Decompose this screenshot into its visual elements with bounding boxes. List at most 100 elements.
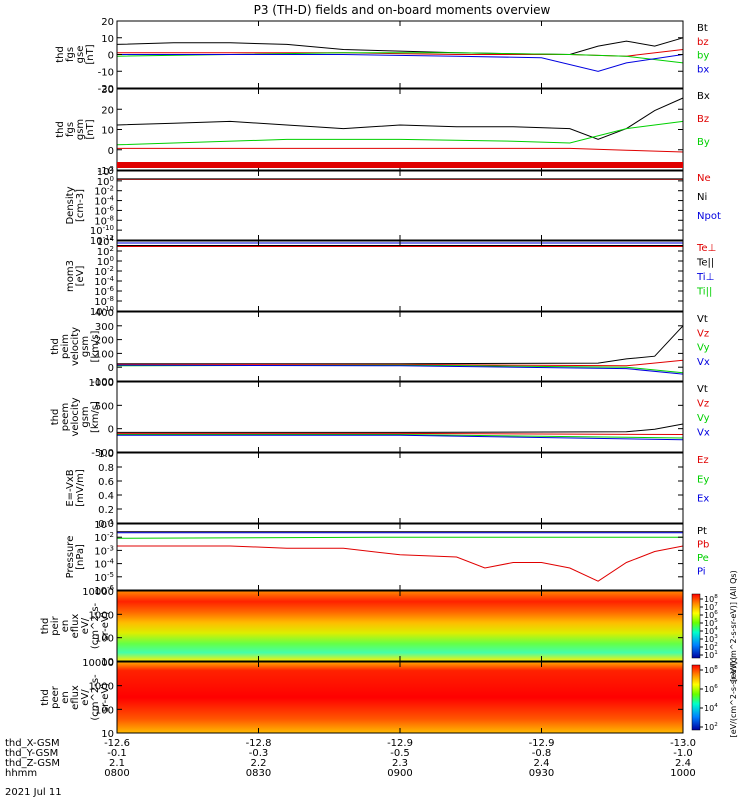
y-axis-label: thd (40, 618, 51, 635)
colorbar-tick-label: 107 (704, 602, 718, 612)
series-Bz (117, 147, 684, 153)
y-tick-label: 500 (95, 401, 114, 412)
legend-Ne: Ne (697, 173, 711, 184)
panel-frame (116, 311, 684, 382)
y-tick-label: 0 (108, 425, 114, 436)
panel-peem_velocity: Vt Vz Vy Vx 1000 500 0 -500 thd peem velocity gsm [k… (50, 378, 710, 459)
y-tick-label: 20 (101, 17, 114, 28)
y-tick-label: 0.2 (98, 505, 114, 516)
y-tick-label: 1000 (89, 682, 114, 693)
panel-frame (116, 170, 684, 241)
panel-frame (116, 381, 684, 453)
y-axis-label: Density (65, 186, 76, 224)
x-tick-label: -12.8 (246, 738, 272, 749)
legend-Vz: Vz (697, 328, 709, 339)
legend-Pe: Pe (697, 553, 709, 564)
y-axis-label: [nT] (85, 119, 96, 139)
y-tick-label: 10-8 (94, 295, 114, 308)
spectrogram-image (117, 591, 683, 661)
y-axis-label: [mV/m] (75, 469, 86, 507)
y-tick-label: 10 (101, 657, 114, 668)
y-axis-label: thd (50, 338, 61, 355)
y-tick-label: -20 (98, 84, 114, 95)
y-axis-label: (cm^2-s- (90, 674, 101, 721)
legend-bz: bz (697, 37, 709, 48)
x-tick-label: -0.1 (107, 748, 127, 759)
y-tick-label: 10-2 (94, 265, 114, 278)
y-axis-label: [nT] (85, 44, 96, 64)
y-axis-label: [km/s] (90, 401, 101, 433)
y-tick-label: 102 (97, 165, 114, 178)
colorbar-tick-label: 105 (704, 618, 718, 628)
y-tick-label: 100 (95, 634, 114, 645)
legend-Ni: Ni (697, 192, 707, 203)
y-axis-label: mom3 (65, 260, 76, 292)
series-Bx (116, 97, 684, 140)
series-Vx (116, 364, 684, 375)
x-tick-label: 2.3 (392, 758, 408, 769)
colorbar-tick-label: 101 (704, 650, 718, 660)
date-label: 2021 Jul 11 (5, 787, 62, 798)
y-axis-label: gsm (80, 336, 91, 357)
y-tick-label: 0.0 (98, 519, 114, 530)
y-tick-label: 102 (97, 245, 114, 258)
y-tick-label: 10-2 (94, 185, 114, 198)
x-row-label: thd_Y-GSM (5, 748, 58, 759)
x-tick-label: 1000 (670, 768, 695, 779)
legend-Vx: Vx (697, 428, 710, 439)
series-Vy (117, 434, 684, 439)
y-tick-label: 10000 (82, 587, 114, 598)
y-tick-label: -10 (98, 166, 114, 177)
y-tick-label: 10-8 (94, 214, 114, 227)
x-tick-label: -13.0 (670, 738, 696, 749)
x-tick-label: -12.9 (529, 738, 555, 749)
y-tick-label: 0 (108, 363, 114, 374)
panel-pressure: Pt Pb Pe Pi 10-110-210-310-410-510-6 Pressure… (65, 518, 709, 597)
y-tick-label: -500 (91, 448, 114, 459)
y-tick-label: 10-5 (94, 571, 114, 584)
x-tick-label: 0830 (246, 768, 271, 779)
y-axis-label: velocity (70, 397, 81, 436)
y-tick-label: 100 (95, 705, 114, 716)
y-axis-label: en (60, 620, 71, 633)
y-axis-label: (cm^2-s- (90, 602, 101, 649)
legend-Te⊥: Te⊥ (696, 243, 716, 254)
series-Pe (116, 536, 683, 539)
colorbar-label: [eV/(cm^2-s-sr-eV)] (All Qs) (729, 570, 738, 681)
y-axis-label: peim (60, 334, 71, 359)
colorbar-tick-label: 104 (704, 703, 718, 713)
legend-Pi: Pi (697, 567, 706, 578)
y-axis-label: thd (55, 46, 66, 63)
y-tick-label: 104 (97, 235, 115, 248)
y-tick-label: 0.6 (98, 477, 114, 488)
y-tick-label: 0.4 (98, 491, 114, 502)
x-tick-label: 0900 (387, 768, 412, 779)
colorbar-tick-label: 106 (704, 610, 718, 620)
legend-Ex: Ex (697, 494, 709, 505)
x-tick-label: 2.1 (109, 758, 125, 769)
y-tick-label: 10-4 (94, 558, 114, 571)
y-tick-label: -10 (98, 67, 114, 78)
y-tick-label: 10-4 (94, 195, 114, 208)
colorbar-tick-label: 106 (704, 684, 718, 694)
y-axis-label: gsm (80, 406, 91, 427)
x-tick-label: -0.3 (249, 748, 269, 759)
y-axis-label: [eV] (75, 266, 86, 287)
plot-title: P3 (TH-D) fields and on-board moments ov… (254, 3, 551, 17)
y-axis-label: sr-eV) (100, 683, 111, 712)
y-axis-label: en (60, 691, 71, 704)
y-tick-label: 10-2 (94, 531, 114, 544)
y-axis-label: E=-VxB (65, 469, 76, 506)
colorbar-tick-label: 102 (704, 642, 718, 652)
legend-Ti⊥: Ti⊥ (696, 272, 714, 283)
colorbar-tick-label: 102 (704, 722, 718, 732)
y-tick-label: 30 (101, 85, 114, 96)
y-axis-label: fgs (65, 47, 76, 62)
y-tick-label: 0 (108, 51, 114, 62)
legend-Bt: Bt (697, 23, 708, 34)
y-tick-label: 10-3 (94, 544, 114, 557)
series-bx (117, 54, 684, 72)
y-tick-label: 10 (101, 126, 114, 137)
y-tick-label: 10-6 (94, 584, 114, 597)
